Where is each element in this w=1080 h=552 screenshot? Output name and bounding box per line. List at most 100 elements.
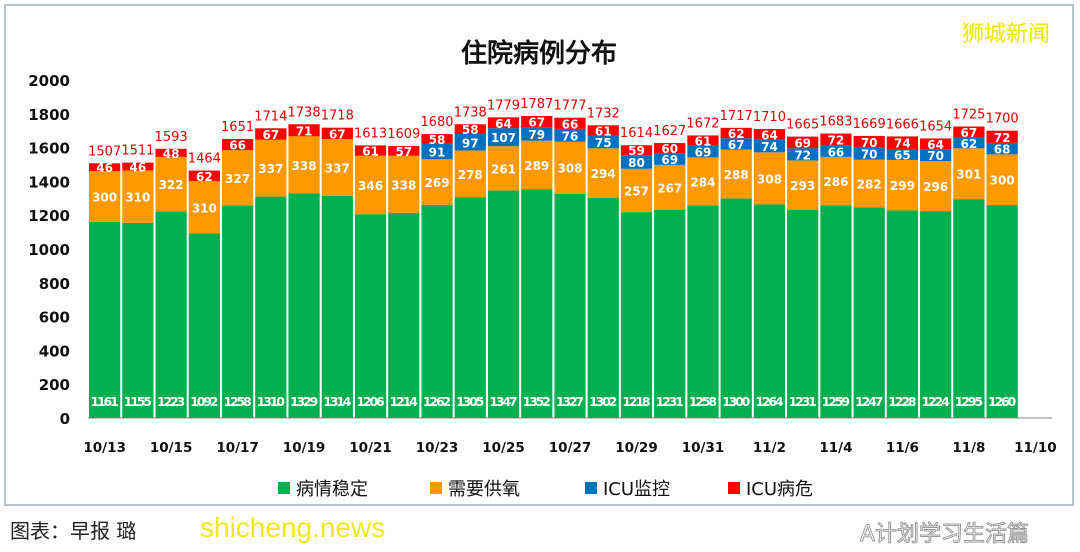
data-label: 269 xyxy=(425,176,450,190)
data-label: 67 xyxy=(262,128,279,142)
data-label: 62 xyxy=(961,137,978,151)
data-label: 65 xyxy=(894,148,911,162)
bar-segment-1 xyxy=(421,159,453,205)
data-label: 1259 xyxy=(822,394,850,409)
bar-segment-2 xyxy=(687,145,719,158)
total-label: 1507 xyxy=(88,144,121,159)
bar-segment-1 xyxy=(89,171,121,222)
data-label: 1206 xyxy=(356,394,385,409)
data-label: 48 xyxy=(163,147,180,161)
bar-segment-0 xyxy=(454,197,486,418)
bar-segment-2 xyxy=(487,128,520,147)
total-label: 1787 xyxy=(520,97,553,112)
bar-segment-2 xyxy=(886,148,919,160)
data-label: 338 xyxy=(292,159,317,173)
total-label: 1665 xyxy=(786,118,819,133)
data-label: 286 xyxy=(823,175,848,189)
bar-segment-1 xyxy=(221,150,254,206)
bar-segment-1 xyxy=(654,164,686,210)
x-tick-label: 11/10 xyxy=(1014,440,1057,456)
data-label: 107 xyxy=(491,131,516,145)
data-label: 1231 xyxy=(789,394,817,409)
total-label: 1672 xyxy=(686,116,719,131)
data-label: 62 xyxy=(196,170,213,184)
total-label: 1732 xyxy=(587,106,620,121)
data-label: 300 xyxy=(990,174,1015,188)
data-label: 1295 xyxy=(955,394,983,409)
bar-segment-1 xyxy=(920,161,952,212)
data-label: 1155 xyxy=(124,394,152,409)
legend-swatch xyxy=(728,482,740,494)
bar-segment-0 xyxy=(853,207,885,418)
bar-segment-2 xyxy=(920,149,952,162)
legend-label: 需要供氧 xyxy=(448,479,520,500)
bar-segment-3 xyxy=(221,138,254,151)
legend-swatch xyxy=(585,482,597,494)
data-label: 58 xyxy=(462,123,479,137)
total-label: 1725 xyxy=(952,107,985,122)
bar-segment-0 xyxy=(521,189,553,418)
bar-segment-3 xyxy=(354,145,387,156)
bar-segment-0 xyxy=(89,221,121,418)
bar-segment-1 xyxy=(188,181,220,234)
data-label: 60 xyxy=(661,142,678,156)
bar-segment-1 xyxy=(321,138,353,196)
bar-segment-0 xyxy=(587,197,619,418)
total-label: 1511 xyxy=(121,144,154,159)
bar-segment-0 xyxy=(221,205,254,418)
bar-segment-0 xyxy=(820,205,852,418)
x-tick-label: 11/6 xyxy=(886,440,919,456)
bar-segment-0 xyxy=(753,204,786,418)
bar-segment-2 xyxy=(554,128,586,142)
total-label: 1614 xyxy=(620,126,653,141)
bar-segment-0 xyxy=(122,222,154,418)
data-label: 66 xyxy=(828,145,845,159)
bar-segment-3 xyxy=(687,135,719,146)
data-label: 1327 xyxy=(556,394,584,409)
x-tick-label: 10/19 xyxy=(283,440,326,456)
data-label: 1258 xyxy=(223,394,251,409)
total-label: 1609 xyxy=(387,127,420,142)
data-label: 282 xyxy=(857,177,882,191)
bar-segment-0 xyxy=(986,205,1018,418)
data-label: 327 xyxy=(225,172,250,186)
data-label: 308 xyxy=(557,162,582,176)
data-label: 67 xyxy=(961,126,978,140)
legend-label: 病情稳定 xyxy=(296,479,368,500)
data-label: 310 xyxy=(192,201,217,215)
watermark-site: shicheng.news xyxy=(200,512,386,543)
data-label: 296 xyxy=(923,180,948,194)
data-label: 74 xyxy=(894,137,911,151)
data-label: 1161 xyxy=(91,394,119,409)
data-label: 1214 xyxy=(390,394,419,409)
data-label: 80 xyxy=(628,156,645,170)
stacked-bar-chart: 住院病例分布 0 200 400 600 800 1000 1200 1400 1600 1800 2… xyxy=(28,38,1057,500)
bar-segment-0 xyxy=(487,190,520,418)
data-label: 72 xyxy=(994,131,1011,145)
total-label: 1718 xyxy=(321,109,354,124)
y-tick-label: 600 xyxy=(39,309,70,327)
data-label: 61 xyxy=(695,135,712,149)
data-label: 1302 xyxy=(589,394,617,409)
bar-segment-3 xyxy=(89,163,121,172)
total-label: 1669 xyxy=(853,117,886,132)
y-tick-label: 2000 xyxy=(28,72,70,90)
data-label: 69 xyxy=(661,153,678,167)
bar-segment-3 xyxy=(753,129,786,140)
bar-segment-3 xyxy=(155,148,187,157)
bar-segment-2 xyxy=(654,153,686,165)
data-label: 67 xyxy=(329,127,346,141)
legend-swatch xyxy=(278,482,290,494)
watermark-account: A计划学习生活篇 xyxy=(859,522,1030,548)
legend-label: ICU病危 xyxy=(746,479,813,500)
bar-segment-1 xyxy=(288,136,320,194)
y-tick-label: 0 xyxy=(60,410,70,428)
bar-segment-3 xyxy=(122,162,154,171)
data-label: 299 xyxy=(890,179,915,193)
data-label: 1347 xyxy=(489,394,517,409)
data-label: 66 xyxy=(562,117,579,131)
bar-segment-3 xyxy=(321,127,353,139)
data-label: 70 xyxy=(927,149,944,163)
bar-segment-3 xyxy=(388,146,420,156)
bar-segment-1 xyxy=(986,154,1018,206)
